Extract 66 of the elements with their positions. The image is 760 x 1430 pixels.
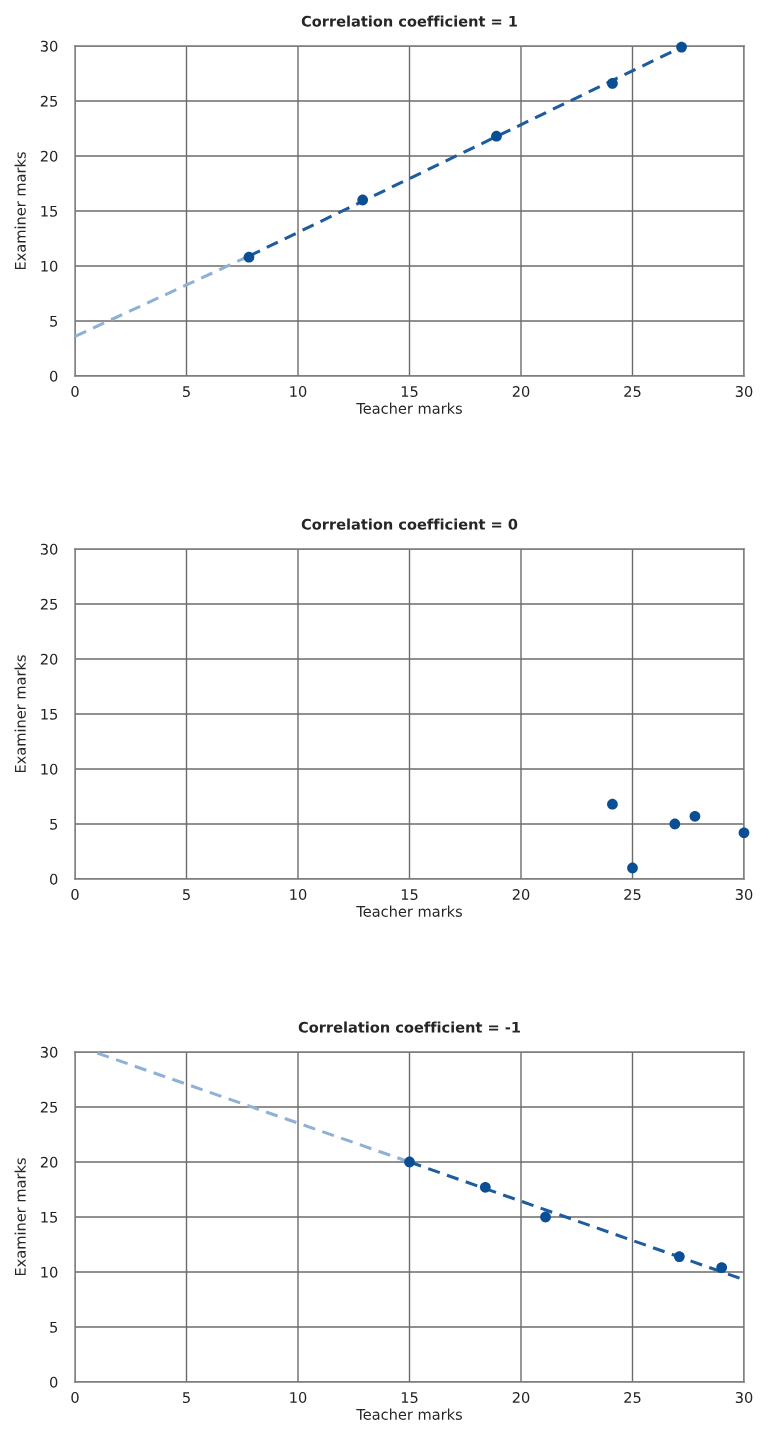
y-tick-label: 20 — [40, 1156, 58, 1168]
x-axis-title: Teacher marks — [356, 402, 462, 414]
x-tick-label: 25 — [624, 888, 641, 901]
y-tick-label: 20 — [40, 150, 58, 162]
x-tick-label: 15 — [401, 386, 418, 398]
x-tick-label: 15 — [401, 1392, 418, 1404]
y-tick-label: 10 — [41, 763, 58, 775]
y-tick-label: 15 — [41, 708, 58, 720]
y-tick-label: 30 — [40, 543, 58, 555]
y-tick-label: 5 — [50, 818, 58, 830]
point — [716, 1262, 728, 1273]
point — [673, 1251, 685, 1262]
x-tick-label: 0 — [71, 1391, 79, 1404]
y-tick-label: 30 — [40, 1046, 58, 1058]
point — [669, 818, 681, 830]
y-tick-label: 25 — [40, 598, 58, 610]
x-tick-label: 5 — [182, 1392, 190, 1404]
point — [479, 1181, 491, 1193]
point — [607, 798, 618, 810]
point — [404, 1156, 415, 1168]
x-tick-label: 25 — [624, 385, 641, 398]
point — [689, 810, 701, 822]
y-tick-label: 0 — [50, 370, 58, 382]
x-tick-label: 30 — [735, 385, 753, 398]
point — [676, 41, 687, 53]
point — [738, 827, 750, 839]
y-tick-label: 10 — [41, 1266, 58, 1278]
y-tick-label: 5 — [50, 315, 58, 327]
x-tick-label: 10 — [290, 888, 307, 901]
point — [540, 1211, 551, 1223]
chart-title: Correlation coefficient = 1 — [301, 15, 517, 27]
chart-title: Correlation coefficient = -1 — [298, 1021, 520, 1033]
point — [607, 78, 618, 89]
x-axis-title: Teacher marks — [356, 905, 462, 917]
point — [357, 194, 369, 206]
y-tick-label: 25 — [40, 1101, 58, 1113]
y-tick-label: 15 — [41, 205, 58, 217]
x-tick-label: 15 — [401, 889, 418, 901]
x-tick-label: 20 — [512, 385, 530, 398]
y-axis-title: Examiner marks — [14, 152, 26, 270]
point — [243, 251, 255, 263]
x-tick-label: 5 — [182, 889, 190, 901]
point — [627, 862, 638, 874]
x-tick-label: 5 — [182, 386, 190, 398]
x-axis-title: Teacher marks — [356, 1408, 462, 1420]
y-tick-label: 25 — [40, 95, 58, 107]
y-tick-label: 0 — [50, 873, 58, 885]
x-tick-label: 30 — [735, 1391, 753, 1404]
x-tick-label: 20 — [512, 1391, 530, 1404]
y-tick-label: 10 — [41, 260, 58, 272]
x-tick-label: 30 — [735, 888, 753, 901]
y-tick-label: 5 — [50, 1321, 58, 1333]
x-tick-label: 0 — [71, 888, 79, 901]
y-axis-title: Examiner marks — [14, 1158, 26, 1276]
y-axis-title: Examiner marks — [14, 655, 26, 773]
x-tick-label: 25 — [624, 1391, 641, 1404]
x-tick-label: 10 — [290, 385, 307, 398]
y-tick-label: 0 — [50, 1376, 58, 1388]
x-tick-label: 20 — [512, 888, 530, 901]
y-tick-label: 20 — [40, 653, 58, 665]
x-tick-label: 0 — [71, 385, 79, 398]
chart-title: Correlation coefficient = 0 — [301, 518, 518, 530]
x-tick-label: 10 — [290, 1391, 307, 1404]
y-tick-label: 15 — [41, 1211, 58, 1223]
y-tick-label: 30 — [40, 40, 58, 52]
point — [491, 130, 502, 142]
